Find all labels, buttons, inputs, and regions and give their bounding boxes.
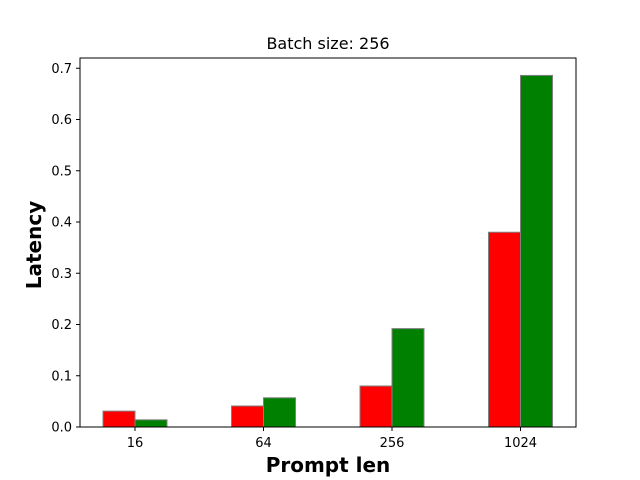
x-axis: 16 64 256 1024 [127,427,537,451]
y-tick-label: 0.6 [51,113,72,128]
y-axis: 0.0 0.1 0.2 0.3 0.4 0.5 0.6 0.7 [51,62,80,436]
plot-frame [79,57,577,428]
y-tick-label: 0.2 [51,318,72,333]
y-tick-label: 0.5 [51,164,72,179]
y-tick-label: 0.4 [51,216,72,231]
x-axis-label: Prompt len [266,453,391,477]
y-tick-label: 0.3 [51,267,72,282]
bars-group [102,74,553,428]
bar-series1-64 [231,405,264,428]
y-tick-label: 0.7 [51,62,72,77]
x-tick-label: 256 [380,436,405,451]
x-tick-label: 1024 [504,436,537,451]
bar-series1-1024 [488,231,521,428]
y-axis-label: Latency [22,201,46,290]
y-tick-label: 0.0 [51,421,72,436]
bar-series2-64 [263,397,296,428]
x-tick-label: 16 [127,436,144,451]
x-tick-label: 64 [255,436,272,451]
bar-series1-16 [102,410,136,428]
chart-title: Batch size: 256 [266,34,389,53]
y-tick-label: 0.1 [51,369,72,384]
bar-series2-256 [391,328,425,428]
bar-series2-1024 [520,74,553,428]
bar-series1-256 [359,385,393,428]
bar-series2-16 [134,419,168,428]
